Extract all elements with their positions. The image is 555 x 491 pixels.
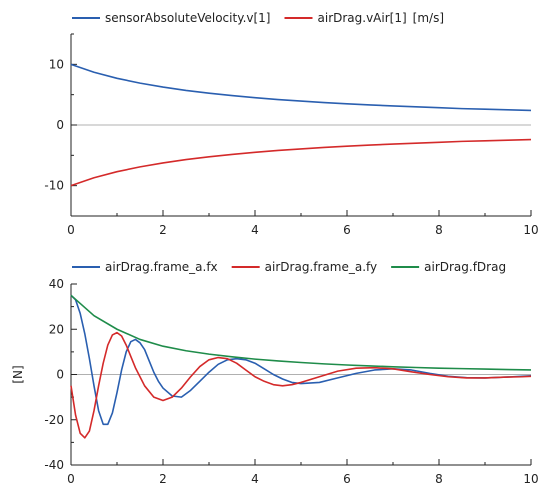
y-axis-title: [N] (11, 365, 25, 383)
x-tick-label: 10 (523, 223, 538, 237)
x-tick-label: 8 (435, 472, 443, 486)
legend-label: sensorAbsoluteVelocity.v[1] (105, 11, 271, 25)
legend-label: airDrag.frame_a.fy (265, 260, 377, 274)
y-tick-label: 10 (49, 57, 64, 71)
legend-unit-label: [m/s] (413, 11, 444, 25)
x-tick-label: 6 (343, 472, 351, 486)
x-tick-label: 0 (67, 223, 75, 237)
x-tick-label: 2 (159, 223, 167, 237)
chart-panel-1: 0 2 4 6 8 10 -10 0 10 sensorAbsoluteVelocity.v[1]… (44, 11, 538, 237)
x-tick-label: 6 (343, 223, 351, 237)
chart-panel-2: 0 2 4 6 8 10 -40 -20 0 20 40 [N] airDrag.frame_a.fx a… (11, 260, 539, 486)
legend-label: airDrag.frame_a.fx (105, 260, 218, 274)
x-tick-label: 0 (67, 472, 75, 486)
series-line-2 (70, 331, 532, 439)
legend-label: airDrag.fDrag (424, 260, 506, 274)
x-tick-label: 8 (435, 223, 443, 237)
x-tick-label: 4 (251, 472, 259, 486)
series-line-1 (70, 294, 532, 426)
x-tick-label: 10 (523, 472, 538, 486)
series-line-1 (70, 63, 532, 112)
y-tick-label: -10 (44, 179, 64, 193)
legend-label: airDrag.vAir[1] (318, 11, 407, 25)
y-tick-label: -20 (44, 413, 64, 427)
y-tick-label: 40 (49, 277, 64, 291)
y-tick-label: 20 (49, 322, 64, 336)
y-tick-label: -40 (44, 458, 64, 472)
y-tick-label: 0 (56, 118, 64, 132)
y-tick-label: 0 (56, 368, 64, 382)
series-line-3 (70, 294, 532, 371)
series-line-2 (70, 138, 532, 187)
x-tick-label: 4 (251, 223, 259, 237)
x-tick-label: 2 (159, 472, 167, 486)
